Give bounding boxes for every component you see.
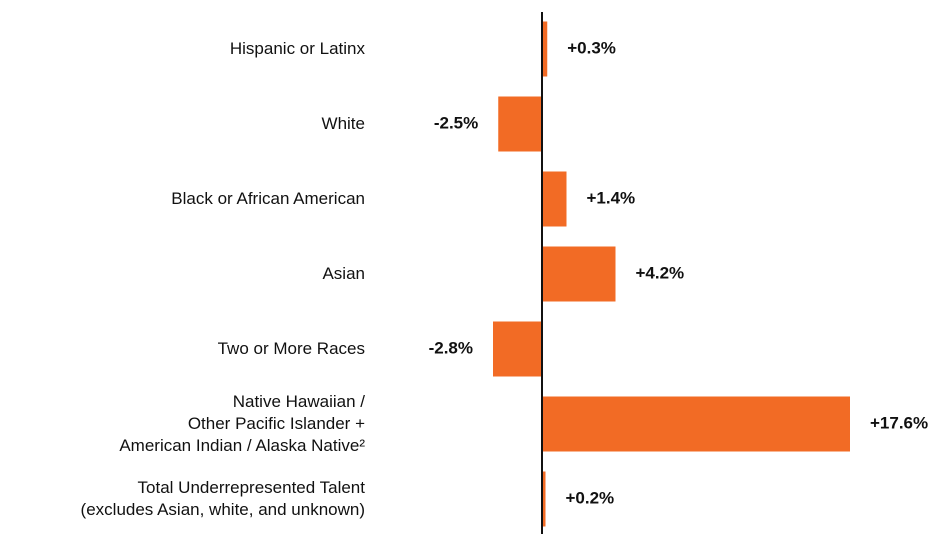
bar xyxy=(493,321,542,377)
bar xyxy=(542,171,567,227)
category-label: Native Hawaiian / Other Pacific Islander… xyxy=(119,392,365,455)
bar xyxy=(542,246,616,302)
category-label: Two or More Races xyxy=(217,339,365,358)
bar xyxy=(542,396,850,452)
value-label: -2.8% xyxy=(429,338,473,357)
value-label: +0.2% xyxy=(566,488,615,507)
category-label: Hispanic or Latinx xyxy=(229,39,365,58)
value-label: +17.6% xyxy=(870,413,928,432)
category-label: Asian xyxy=(322,264,365,283)
bar xyxy=(542,471,546,527)
category-label: White xyxy=(321,114,365,133)
value-label: +1.4% xyxy=(587,188,636,207)
value-label: -2.5% xyxy=(434,113,478,132)
value-label: +4.2% xyxy=(636,263,685,282)
category-label: Total Underrepresented Talent (excludes … xyxy=(80,478,365,519)
bar xyxy=(542,21,548,77)
bar xyxy=(498,96,542,152)
value-label: +0.3% xyxy=(567,38,616,57)
category-label: Black or African American xyxy=(171,189,365,208)
